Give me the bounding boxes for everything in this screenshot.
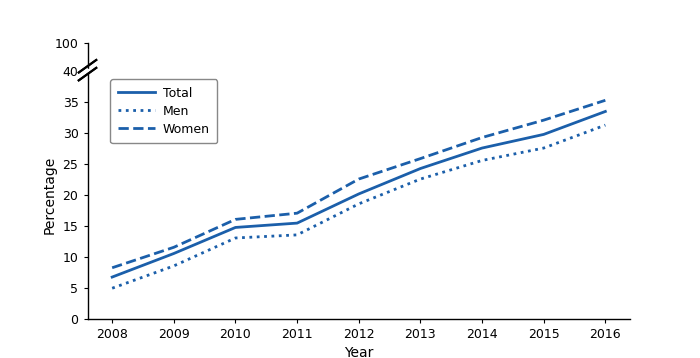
Line: Total: Total xyxy=(112,111,606,277)
Legend: Total, Men, Women: Total, Men, Women xyxy=(110,79,217,143)
Men xyxy=(601,123,610,127)
Total xyxy=(355,192,363,196)
Men xyxy=(355,202,363,206)
Women xyxy=(478,135,486,140)
Women xyxy=(293,211,301,215)
Line: Men: Men xyxy=(112,125,606,288)
Total xyxy=(108,275,116,279)
Women xyxy=(231,217,239,222)
Men xyxy=(231,236,239,240)
Total xyxy=(293,221,301,225)
Total xyxy=(601,109,610,113)
Men xyxy=(416,177,425,181)
Total xyxy=(416,166,425,171)
Line: Women: Women xyxy=(112,100,606,268)
Men xyxy=(540,146,548,150)
Total xyxy=(231,225,239,229)
Women xyxy=(108,266,116,270)
Men xyxy=(169,264,178,268)
Total xyxy=(478,146,486,150)
Men xyxy=(108,286,116,290)
Women xyxy=(355,177,363,181)
Women xyxy=(169,245,178,250)
Women xyxy=(540,118,548,122)
Men xyxy=(478,158,486,163)
Y-axis label: Percentage: Percentage xyxy=(43,155,57,234)
Men xyxy=(293,233,301,237)
Women xyxy=(416,156,425,161)
Women xyxy=(601,98,610,102)
Total xyxy=(169,251,178,256)
Total xyxy=(540,132,548,136)
X-axis label: Year: Year xyxy=(344,346,373,358)
